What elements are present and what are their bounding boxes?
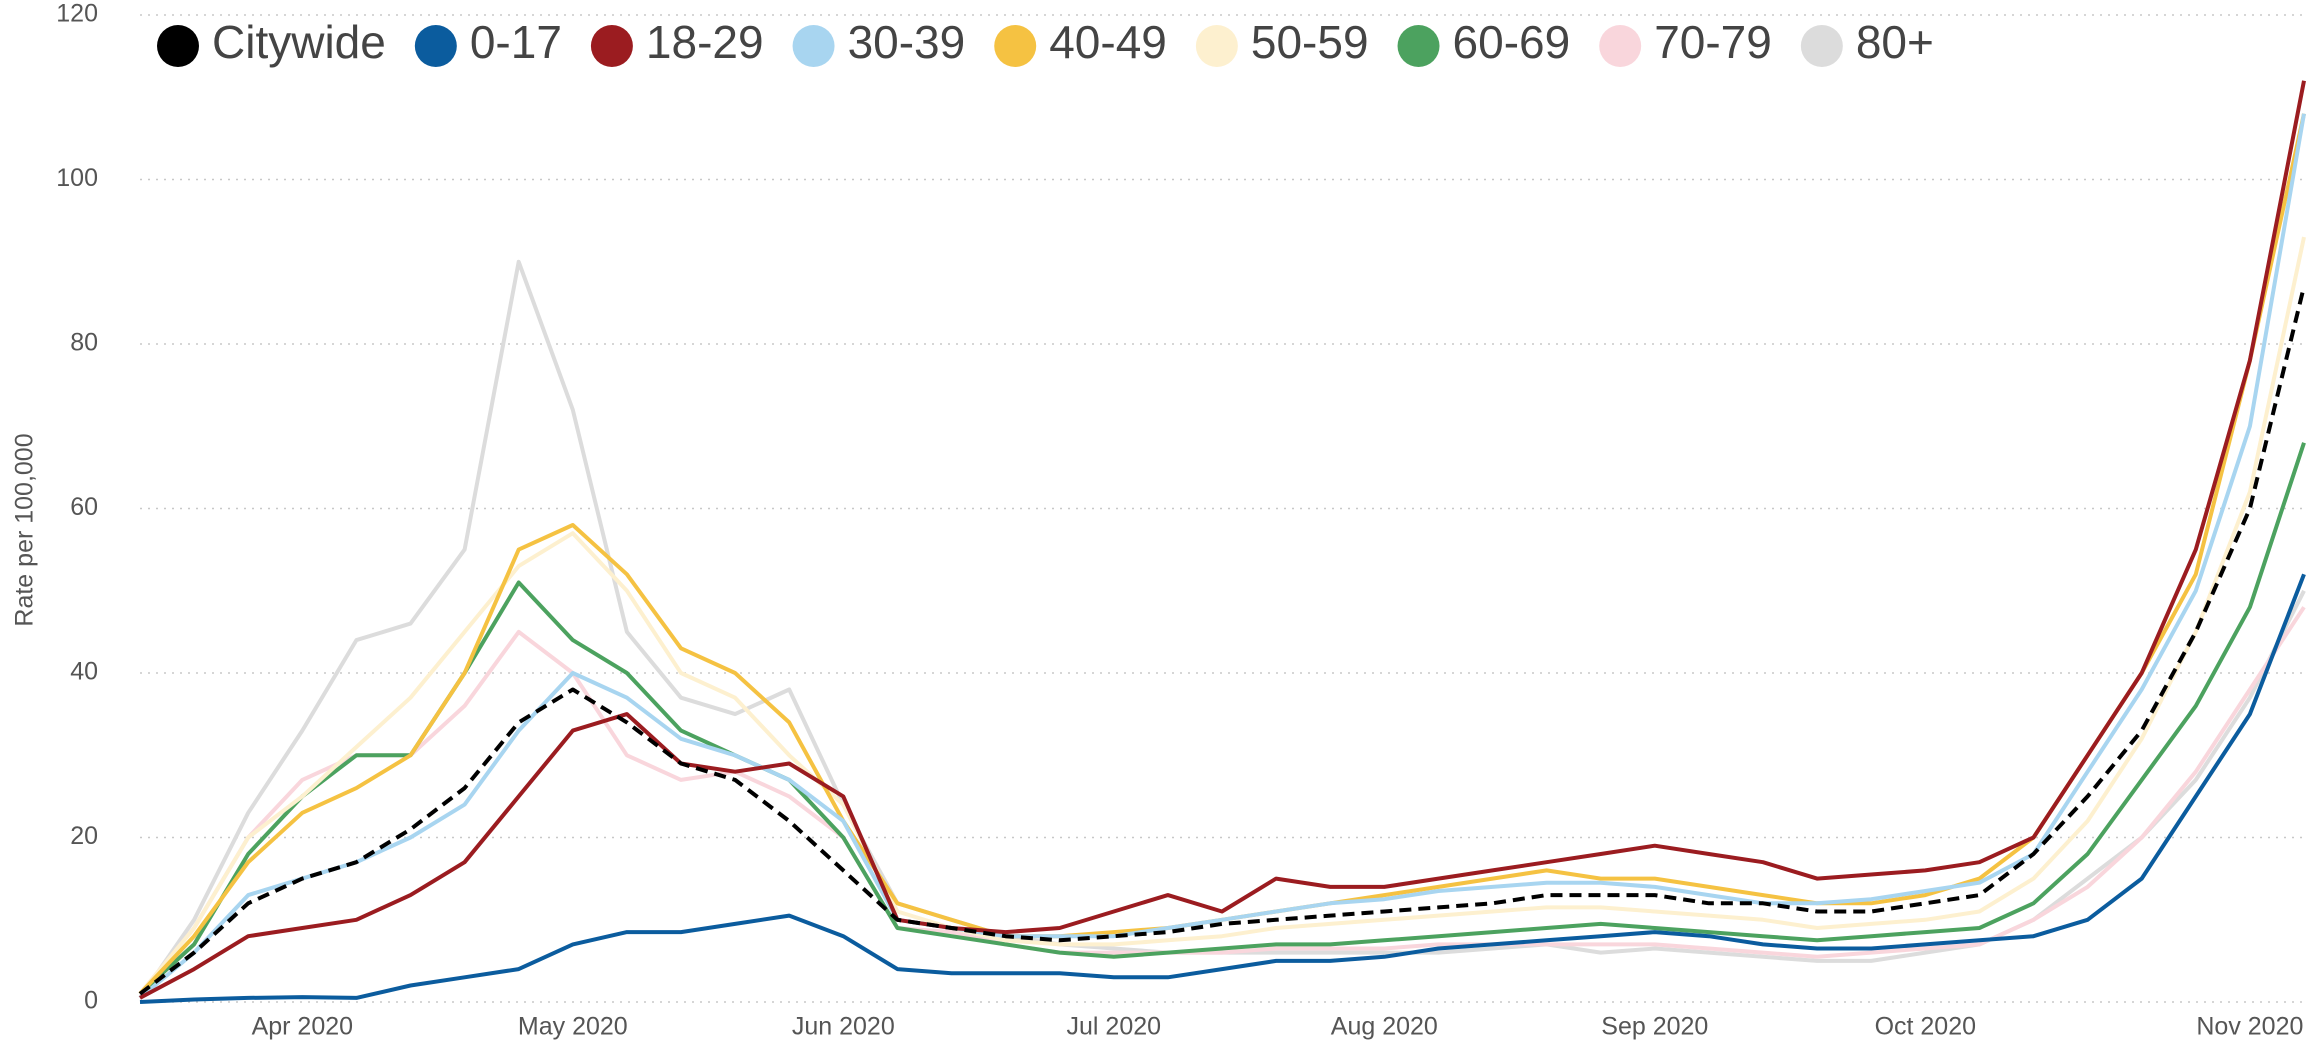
- y-tick-label: 60: [70, 493, 98, 521]
- legend-swatch: [1599, 25, 1642, 67]
- x-tick-label: Jun 2020: [792, 1013, 895, 1041]
- legend-swatch: [414, 25, 457, 67]
- legend-swatch: [1397, 25, 1440, 67]
- x-tick-label: May 2020: [518, 1013, 628, 1041]
- series-line: [138, 442, 2306, 996]
- legend-swatch: [1800, 25, 1843, 67]
- legend-swatch: [994, 25, 1037, 67]
- series-line: [138, 285, 2306, 996]
- y-tick-label: 20: [70, 822, 98, 850]
- legend-label: 30-39: [848, 16, 966, 68]
- legend-swatch: [792, 25, 835, 67]
- series-line: [138, 606, 2306, 996]
- legend-label: 60-69: [1453, 16, 1571, 68]
- legend-label: 18-29: [646, 16, 764, 68]
- x-tick-label: Apr 2020: [252, 1013, 353, 1041]
- y-tick-label: 120: [56, 0, 98, 28]
- y-tick-label: 100: [56, 164, 98, 192]
- y-axis-label: Rate per 100,000: [11, 433, 39, 626]
- x-tick-label: Jul 2020: [1067, 1013, 1162, 1041]
- y-tick-label: 40: [70, 658, 98, 686]
- x-tick-label: Oct 2020: [1875, 1013, 1976, 1041]
- x-tick-label: Nov 2020: [2196, 1013, 2303, 1041]
- legend-swatch: [1195, 25, 1238, 67]
- legend-label: 40-49: [1049, 16, 1167, 68]
- legend-label: Citywide: [212, 16, 386, 68]
- legend-label: 0-17: [470, 16, 562, 68]
- legend-swatch: [157, 25, 199, 67]
- y-tick-label: 0: [84, 987, 98, 1015]
- legend-swatch: [590, 25, 633, 67]
- series-line: [139, 573, 2306, 1004]
- series-line: [139, 80, 2306, 1000]
- legend-label: 80+: [1856, 16, 1934, 68]
- y-tick-label: 80: [70, 329, 98, 357]
- legend-label: 70-79: [1654, 16, 1772, 68]
- x-tick-label: Sep 2020: [1601, 1013, 1708, 1041]
- x-tick-label: Aug 2020: [1331, 1013, 1438, 1041]
- legend-label: 50-59: [1251, 16, 1369, 68]
- series-line: [138, 113, 2306, 1000]
